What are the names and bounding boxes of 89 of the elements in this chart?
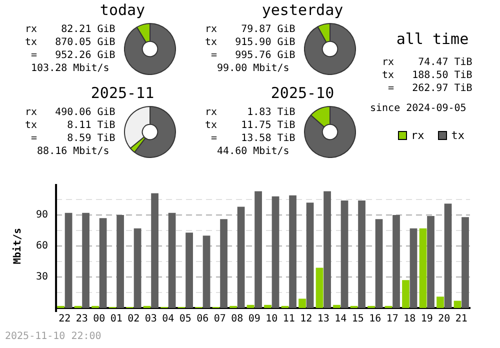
x-tick-label: 16	[369, 314, 382, 325]
x-tick-label: 02	[128, 314, 140, 325]
x-tick-label: 11	[282, 314, 295, 325]
bar	[202, 236, 210, 308]
y-tick-label: 30	[36, 272, 48, 283]
text: 99.00 Mbit/s	[216, 62, 290, 75]
y-tick-label: 90	[36, 210, 48, 221]
x-tick-label: 17	[386, 314, 398, 325]
bar	[237, 206, 245, 308]
legend-label: tx	[451, 129, 464, 142]
x-tick-label: 05	[179, 314, 192, 325]
x-tick-label: 08	[231, 314, 244, 325]
bar	[82, 212, 90, 308]
chart-title: today	[98, 1, 146, 19]
x-tick-label: 01	[110, 314, 122, 325]
text: rx 79.87 GiB	[205, 23, 296, 36]
bar	[134, 228, 142, 308]
text: = 8.59 TiB	[30, 132, 116, 145]
x-tick-label: 10	[266, 314, 278, 325]
bar	[246, 304, 254, 308]
bar	[151, 193, 158, 308]
bar	[333, 304, 340, 308]
bar	[402, 280, 410, 308]
bar	[298, 298, 306, 308]
bar	[186, 232, 193, 308]
chart-title: yesterday	[260, 1, 344, 19]
text: = 995.76 GiB	[210, 49, 296, 62]
x-tick-label: 22	[58, 314, 71, 325]
text: = 952.26 GiB	[30, 49, 116, 62]
bar	[454, 300, 462, 308]
x-tick-label: 13	[317, 314, 330, 325]
text: 2025-11-10 22:00	[5, 330, 102, 343]
text: all time	[395, 30, 470, 48]
bar	[340, 200, 348, 308]
bar	[264, 304, 272, 308]
text: tx 870.05 GiB	[25, 36, 116, 49]
bar	[220, 219, 228, 308]
bar	[254, 191, 262, 308]
bar	[168, 212, 176, 308]
bar	[316, 268, 324, 308]
bar	[64, 212, 72, 308]
bar	[289, 195, 296, 308]
chart-title: 2025-11	[90, 84, 156, 102]
text: rx 490.06 GiB	[25, 106, 116, 119]
x-tick-label: 12	[300, 314, 312, 325]
bar	[99, 218, 107, 308]
text: 103.28 Mbit/s	[30, 62, 110, 75]
bar	[324, 191, 331, 308]
text: since 2024-09-05	[370, 102, 468, 115]
text: tx 11.75 TiB	[205, 119, 296, 132]
x-tick-label: 09	[248, 314, 260, 325]
text: tx 8.11 TiB	[25, 119, 116, 132]
bar	[462, 217, 469, 308]
x-tick-label: 21	[455, 314, 468, 325]
x-tick-label: 04	[162, 314, 174, 325]
text: 88.16 Mbit/s	[36, 145, 110, 158]
bar	[427, 216, 434, 308]
bar	[392, 215, 400, 308]
bar	[419, 228, 427, 308]
x-tick-label: 18	[404, 314, 416, 325]
x-tick-label: 03	[144, 314, 157, 325]
bar	[116, 215, 124, 308]
bar	[358, 200, 366, 308]
x-tick-label: 06	[196, 314, 209, 325]
y-tick-label: 60	[36, 240, 48, 252]
bar	[444, 204, 452, 308]
x-tick-label: 00	[93, 314, 106, 325]
x-tick-label: 07	[214, 314, 226, 325]
text: = 262.97 TiB	[387, 82, 474, 95]
text: rx 82.21 GiB	[25, 23, 116, 36]
text: tx 188.50 TiB	[382, 69, 474, 82]
legend-label: rx	[411, 129, 424, 142]
x-tick-label: 20	[438, 314, 450, 325]
text: = 13.58 TiB	[210, 132, 296, 145]
y-axis-title: Mbit/s	[12, 228, 24, 264]
bar	[375, 219, 383, 308]
x-tick-label: 23	[76, 314, 88, 325]
bar	[436, 296, 444, 308]
bar	[272, 196, 280, 308]
x-tick-label: 14	[334, 314, 347, 325]
text: rx 74.47 TiB	[382, 56, 474, 69]
text: tx 915.90 GiB	[205, 36, 296, 49]
x-tick-label: 15	[352, 314, 364, 325]
bar	[306, 202, 314, 308]
chart-title: 2025-10	[270, 84, 336, 102]
text: 44.60 Mbit/s	[216, 145, 290, 158]
bar	[410, 228, 418, 308]
text: rx 1.83 TiB	[205, 106, 296, 119]
x-tick-label: 19	[420, 314, 433, 325]
